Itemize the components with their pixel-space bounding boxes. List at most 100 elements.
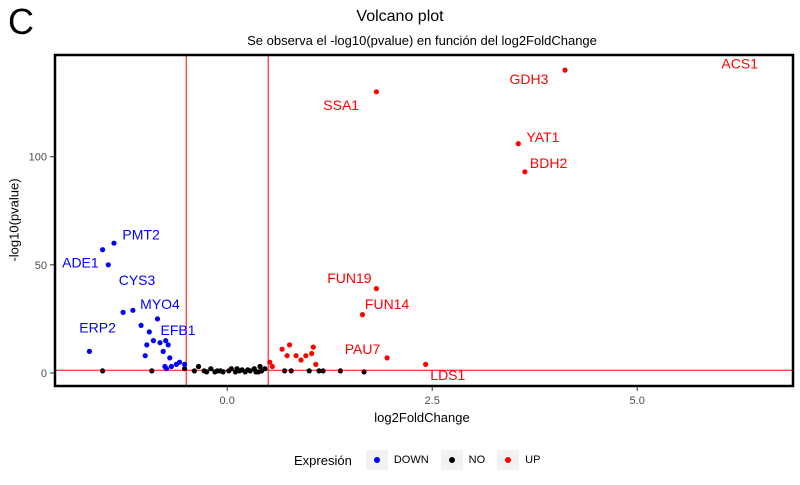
point-no-20 [212,369,218,375]
threshold-lines [55,55,793,386]
point-up-18 [269,363,275,370]
gene-label-pau7: PAU7 [345,341,381,357]
legend-key-no [440,450,463,470]
point-up-7 [423,361,429,367]
legend-dot-up [505,457,512,463]
point-up-17 [267,359,273,365]
point-down-21 [168,363,174,370]
point-no-23 [245,367,251,373]
y-tick-label-2: 100 [29,152,47,164]
chart-title: Volcano plot [356,8,444,25]
point-no-27 [316,368,322,374]
point-no-2 [182,366,188,372]
point-up-5 [359,312,366,318]
gene-label-erp2: ERP2 [79,320,116,336]
gene-labels: ACS1 GDH3 SSA1 YAT1 BDH2 FUN19 FUN14 PAU7 LDS1 PM… [62,56,758,384]
x-tick-label-2: 5.0 [630,395,645,407]
gene-label-acs1: ACS1 [721,56,758,72]
point-up-15 [310,344,316,350]
point-down-9 [150,338,156,344]
gene-label-lds1: LDS1 [430,367,465,383]
point-down-5 [130,307,136,313]
point-down-7 [154,316,161,322]
legend-dot-no [448,457,455,463]
gene-label-pmt2: PMT2 [122,227,160,243]
point-up-14 [309,350,315,357]
point-no-22 [234,366,240,372]
point-down-1 [111,240,117,246]
point-no-30 [361,369,367,375]
point-down-13 [165,342,171,348]
y-tick-label-1: 50 [35,260,47,272]
panel-border [53,53,795,388]
point-no-28 [320,368,326,374]
point-no-26 [306,368,312,374]
point-down-11 [157,340,163,346]
point-down-18 [177,359,183,365]
point-no-31 [204,369,210,375]
point-up-8 [279,346,285,352]
gene-label-myo4: MYO4 [140,296,180,312]
point-no-18 [253,369,259,375]
point-down-22 [163,366,170,372]
gene-label-yat1: YAT1 [526,129,559,145]
chart-subtitle: Se observa el -log10(pvalue) en función … [247,33,597,48]
point-down-6 [138,322,144,328]
point-no-21 [191,368,197,374]
gene-label-bdh2: BDH2 [530,155,568,171]
point-down-3 [86,348,92,354]
gene-label-gdh3: GDH3 [510,71,549,87]
point-up-3 [522,169,528,175]
point-no-16 [262,366,268,372]
point-no-25 [288,368,294,374]
legend-title: Expresión [294,452,352,468]
point-no-24 [282,368,288,374]
gene-label-efb1: EFB1 [160,322,195,338]
gene-label-ade1: ADE1 [62,255,99,271]
legend-label-up: UP [525,454,541,466]
legend-key-down [365,450,388,470]
x-tick-label-0: 0.0 [220,395,235,407]
x-axis-label: log2FoldChange [374,410,470,425]
point-up-16 [313,361,319,367]
y-axis-label: -log10(pvalue) [6,178,22,262]
legend-label-no: NO [468,454,486,466]
point-up-10 [286,342,293,348]
legend: Expresión DOWN NO UP [294,450,552,470]
point-down-19 [182,361,188,367]
point-up-0 [562,67,568,73]
gene-label-ssa1: SSA1 [323,97,359,113]
gene-label-fun19: FUN19 [327,270,372,286]
point-no-33 [218,368,224,374]
point-no-19 [228,366,234,372]
point-no-1 [149,368,155,374]
point-down-4 [120,309,126,315]
point-down-15 [142,353,148,359]
data-points [86,67,568,375]
point-down-12 [163,338,169,344]
point-up-12 [298,357,304,363]
point-up-9 [284,353,290,359]
x-tick-label-1: 2.5 [425,395,440,407]
point-up-6 [384,355,390,361]
point-no-32 [239,367,245,373]
legend-label-down: DOWN [393,454,429,466]
legend-dot-down [373,457,380,463]
point-down-2 [105,262,111,268]
gene-label-fun14: FUN14 [365,296,410,312]
legend-key-up [497,450,520,470]
point-up-13 [303,353,309,359]
point-no-0 [100,368,106,374]
point-up-2 [515,141,521,147]
panel-tag: C [8,1,34,42]
point-up-4 [373,286,379,292]
point-no-29 [337,368,343,374]
point-down-14 [160,348,166,354]
y-tick-label-0: 0 [41,368,47,380]
point-no-5 [208,366,214,372]
point-down-16 [167,355,173,361]
point-down-10 [144,342,150,348]
point-no-17 [257,363,263,370]
